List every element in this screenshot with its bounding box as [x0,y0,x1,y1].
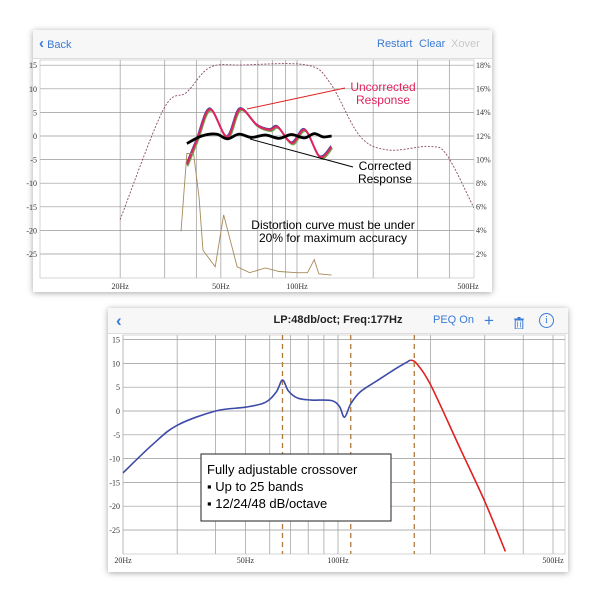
measurement-panel: ‹ Back Restart Clear Xover [33,30,492,292]
peq-toggle-button[interactable]: PEQ On [433,314,474,326]
annotation-box [200,453,392,522]
y-tick-label: 5 [33,108,37,117]
y-tick-label: -15 [109,478,120,487]
x-tick-label: 500Hz [542,556,564,565]
info-icon[interactable]: i [539,313,554,328]
x-tick-label: 100Hz [327,556,349,565]
y2-tick-label: 4% [476,226,487,235]
y-tick-label: -20 [109,502,120,511]
annotation-uncorrected: Response [356,93,410,107]
x-tick-label: 50Hz [237,556,255,565]
annotation-uncorrected: Uncorrected [350,80,415,94]
y-tick-label: -10 [26,179,37,188]
annotation-pointer [246,87,346,110]
annotation-line: Fully adjustable crossover [207,462,358,477]
x-tick-label: 20Hz [114,556,132,565]
y-tick-label: 15 [29,61,37,70]
y-tick-label: -5 [30,156,37,165]
y2-tick-label: 14% [476,108,491,117]
series-corrected-response [186,132,332,145]
y-tick-label: -25 [109,526,120,535]
y-tick-label: -10 [109,455,120,464]
annotation-corrected: Corrected [359,159,412,173]
toolbar: ‹ Back Restart Clear Xover [33,30,492,59]
annotation-distortion: Distortion curve must be under [251,218,414,232]
x-tick-label: 500Hz [457,282,479,291]
y-tick-label: 15 [112,336,120,345]
add-icon[interactable]: + [484,311,494,330]
y2-tick-label: 18% [476,61,491,70]
plot-frame [39,59,475,279]
x-tick-label: 100Hz [286,282,308,291]
y-tick-label: 5 [116,383,120,392]
annotation-line: ▪ Up to 25 bands [207,479,304,494]
trash-icon[interactable] [514,314,524,339]
y-tick-label: 0 [116,407,120,416]
toolbar: ‹ LP:48db/oct; Freq:177Hz PEQ On + i [108,308,568,334]
annotation-distortion: 20% for maximum accuracy [259,231,407,245]
annotation-line: ▪ 12/24/48 dB/octave [207,496,327,511]
restart-button[interactable]: Restart [377,38,413,50]
y-tick-label: -15 [26,203,37,212]
y2-tick-label: 2% [476,250,487,259]
x-tick-label: 50Hz [212,282,230,291]
series-crossover-lp [410,359,507,552]
y2-tick-label: 12% [476,132,491,141]
filter-title: LP:48db/oct; Freq:177Hz [273,314,403,326]
annotation-corrected: Response [358,172,412,186]
back-chevron-icon[interactable]: ‹ [116,311,122,330]
y2-tick-label: 10% [476,155,491,164]
chevron-left-icon: ‹ [39,35,44,52]
y2-tick-label: 16% [476,85,491,94]
y-tick-label: -5 [113,431,120,440]
plot-frame [122,334,566,555]
series-distortion [180,153,332,276]
series-uncorrected-response [185,108,333,166]
y-tick-label: 0 [33,132,37,141]
xover-button[interactable]: Xover [451,38,480,50]
y-tick-label: -25 [26,250,37,259]
y-tick-label: 10 [29,85,37,94]
series-peq [122,359,411,474]
y2-tick-label: 8% [476,179,487,188]
clear-button[interactable]: Clear [419,38,446,50]
y-tick-label: -20 [26,226,37,235]
series-target [119,63,475,220]
y-tick-label: 10 [112,359,120,368]
x-tick-label: 20Hz [111,282,129,291]
annotation-pointer [249,138,354,168]
back-button[interactable]: ‹ Back [39,35,72,52]
y2-tick-label: 6% [476,203,487,212]
